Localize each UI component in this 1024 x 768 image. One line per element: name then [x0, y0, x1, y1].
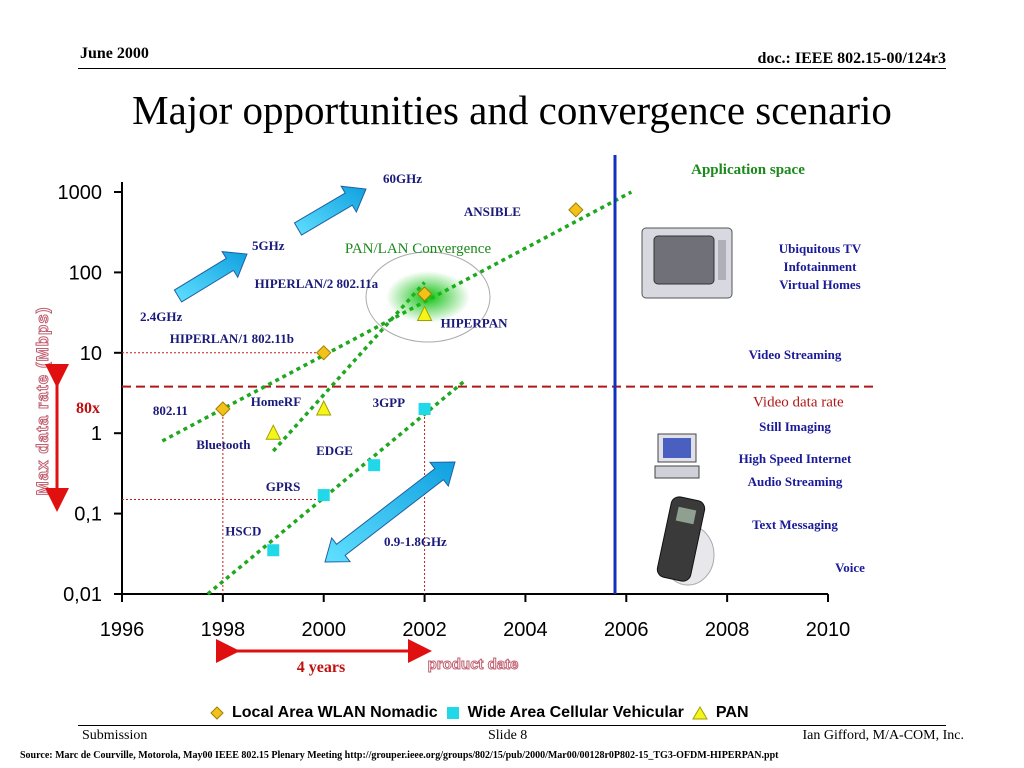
- footer-submission: Submission: [82, 728, 148, 743]
- phone-icon: [656, 496, 715, 586]
- application-item: High Speed Internet: [739, 451, 852, 466]
- computer-icon: [654, 433, 700, 479]
- y-tick-label: 10: [80, 343, 102, 365]
- pan-point: [315, 399, 332, 416]
- footer-rule: [78, 725, 946, 726]
- point-label: HIPERLAN/1 802.11b: [170, 331, 294, 346]
- legend-wlan: Local Area WLAN Nomadic: [232, 704, 438, 721]
- cellular-point: [368, 459, 381, 472]
- point-labels: 2.4GHz 5GHz 60GHz 0.9-1.8GHz 802.11 HIPERLAN/…: [140, 171, 521, 549]
- application-item: Infotainment: [784, 259, 858, 274]
- application-item: Virtual Homes: [779, 277, 860, 292]
- tv-screen: [653, 235, 715, 285]
- point-label: 802.11: [153, 403, 188, 418]
- band-arrow-5-60: [293, 185, 367, 236]
- x-tick-label: 2010: [806, 619, 851, 641]
- factor-label: 80x: [76, 400, 100, 417]
- source-citation: Source: Marc de Courville, Motorola, May…: [20, 750, 779, 761]
- wlan-point: [316, 345, 332, 361]
- y-tick-label: 0,1: [74, 504, 102, 526]
- footer-author: Ian Gifford, M/A-COM, Inc.: [802, 728, 965, 743]
- cellular-point: [267, 544, 280, 557]
- wlan-point: [416, 286, 433, 302]
- point-label: EDGE: [316, 443, 353, 458]
- point-label: HIPERPAN: [441, 315, 509, 330]
- point-label: HomeRF: [251, 394, 302, 409]
- header-doc-id: doc.: IEEE 802.15-00/124r3: [757, 50, 946, 67]
- trend-line: [271, 281, 426, 453]
- y-axis-title: Max data rate (Mbps): [33, 306, 52, 495]
- pan-point: [416, 305, 433, 321]
- data-points: [215, 202, 584, 557]
- slide-title: Major opportunities and convergence scen…: [132, 87, 892, 133]
- convergence-ellipse: [365, 251, 491, 343]
- cellular-band-label: 0.9-1.8GHz: [384, 534, 447, 549]
- pan-point: [265, 424, 282, 440]
- decorations: PAN/LAN Convergence 80x 4 years: [45, 155, 617, 676]
- tv-panel: [718, 240, 726, 280]
- x-axis-title: product date: [428, 656, 519, 673]
- header-rule: [78, 68, 946, 69]
- legend: Local Area WLAN Nomadic Wide Area Cellul…: [210, 704, 749, 722]
- x-tick-label: 1996: [100, 619, 145, 641]
- wlan-point: [215, 401, 231, 417]
- span-label: 4 years: [297, 659, 345, 676]
- guide-lines: Video data rate: [122, 352, 878, 594]
- x-tick-label: 2004: [503, 619, 548, 641]
- point-label: ANSIBLE: [464, 204, 521, 219]
- y-tick-label: 100: [69, 262, 102, 284]
- x-tick-label: 2000: [301, 619, 346, 641]
- application-item: Text Messaging: [752, 517, 838, 532]
- y-tick-label: 1000: [58, 182, 103, 204]
- trend-lines: [161, 190, 633, 596]
- monitor-screen: [663, 438, 691, 458]
- application-space-title: Application space: [691, 162, 805, 178]
- footer-slide-number: Slide 8: [488, 728, 528, 743]
- legend-pan: PAN: [715, 704, 749, 721]
- wlan-point: [568, 202, 584, 218]
- point-label: GPRS: [266, 479, 301, 494]
- band-label: 60GHz: [383, 171, 422, 186]
- application-item: Still Imaging: [759, 419, 831, 434]
- chart: 1996 1998 2000 2002 2004 2006 2008 2010 1000 100 1…: [33, 155, 878, 676]
- tv-icon: [641, 227, 733, 299]
- band-label: 2.4GHz: [140, 309, 182, 324]
- y-tick-label: 1: [91, 423, 102, 445]
- point-label: Bluetooth: [196, 437, 251, 452]
- video-rate-label: Video data rate: [753, 395, 844, 411]
- trend-line: [161, 190, 633, 443]
- point-label: HSCD: [225, 523, 261, 538]
- header-date: June 2000: [80, 45, 149, 62]
- cellular-point: [418, 402, 431, 415]
- x-tick-label: 2008: [705, 619, 750, 641]
- application-item: Voice: [835, 560, 865, 575]
- legend-triangle-icon: [692, 706, 708, 720]
- point-label: 3GPP: [373, 395, 406, 410]
- keyboard: [654, 465, 700, 479]
- phone-screen: [675, 506, 697, 525]
- point-label: HIPERLAN/2 802.11a: [255, 276, 379, 291]
- x-tick-label: 2002: [402, 619, 447, 641]
- application-item: Ubiquitous TV: [779, 241, 862, 256]
- chart-axes: 1996 1998 2000 2002 2004 2006 2008 2010 1000 100 1…: [33, 182, 851, 674]
- legend-square-icon: [446, 707, 459, 719]
- cellular-point: [317, 489, 330, 502]
- y-tick-label: 0,01: [63, 584, 102, 606]
- band-arrow-2-5: [173, 250, 248, 303]
- application-space: Application space Ubiquitous TV Infotainme…: [641, 162, 865, 586]
- x-tick-label: 1998: [201, 619, 246, 641]
- legend-diamond-icon: [210, 706, 224, 720]
- x-tick-label: 2006: [604, 619, 649, 641]
- legend-cellular: Wide Area Cellular Vehicular: [467, 704, 684, 721]
- band-label: 5GHz: [252, 238, 285, 253]
- application-item: Video Streaming: [749, 347, 842, 362]
- cellular-band-arrow: [324, 461, 456, 563]
- application-item: Audio Streaming: [748, 474, 843, 489]
- convergence-label: PAN/LAN Convergence: [345, 241, 492, 257]
